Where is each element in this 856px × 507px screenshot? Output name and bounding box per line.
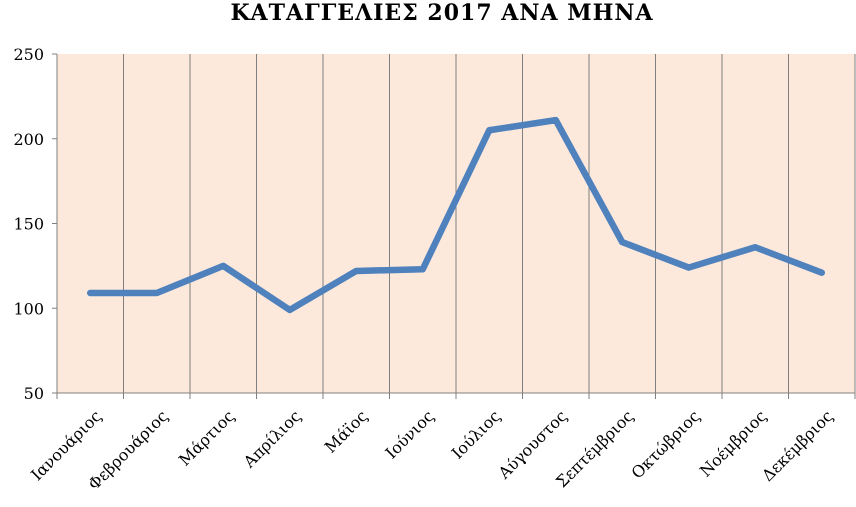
- chart-title: ΚΑΤΑΓΓΕΛΙΕΣ 2017 ΑΝΑ ΜΗΝΑ: [230, 0, 654, 26]
- data-point: [818, 269, 825, 276]
- x-tick-label: Απρίλιος: [239, 406, 305, 472]
- x-tick-label: Δεκέμβριος: [758, 406, 837, 485]
- y-tick-label: 250: [13, 45, 44, 64]
- x-tick-label: Μάρτιος: [175, 406, 238, 469]
- data-point: [286, 306, 293, 313]
- x-tick-label: Ιούνιος: [382, 406, 438, 462]
- data-point: [619, 239, 626, 246]
- data-point: [419, 266, 426, 273]
- data-point: [353, 267, 360, 274]
- x-tick-label: Ιούλιος: [448, 406, 504, 462]
- data-point: [87, 289, 94, 296]
- data-point: [752, 244, 759, 251]
- x-tick-label: Μάϊος: [321, 406, 371, 456]
- data-line: [87, 116, 825, 314]
- data-point: [552, 117, 559, 124]
- data-point: [153, 289, 160, 296]
- x-tick-label: Οκτώβριος: [628, 406, 704, 482]
- y-tick-label: 100: [13, 299, 44, 318]
- y-tick-label: 150: [13, 215, 44, 234]
- y-tick-label: 50: [24, 384, 44, 403]
- data-point: [486, 127, 493, 134]
- data-point: [685, 264, 692, 271]
- y-tick-label: 200: [13, 130, 44, 149]
- data-point: [220, 262, 227, 269]
